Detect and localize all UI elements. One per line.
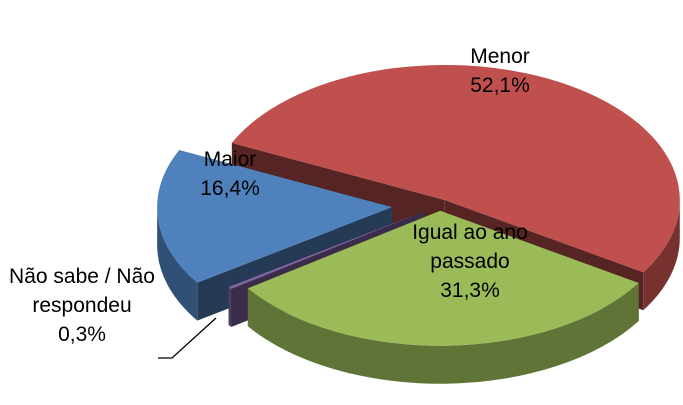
slice: [231, 64, 680, 273]
category-label: Igual ao ano passado: [412, 221, 528, 273]
slice-label: Menor 52,1%: [440, 42, 560, 100]
slice-side: [247, 283, 639, 384]
value-label: 0,3%: [58, 323, 106, 346]
slice-side: [157, 207, 198, 321]
category-label: Maior: [203, 148, 257, 171]
slice: [228, 211, 424, 290]
slice-label: Não sabe / Não respondeu 0,3%: [2, 262, 162, 349]
slice-label: Maior 16,4%: [170, 145, 290, 203]
slice: [157, 150, 393, 283]
value-label: 31,3%: [440, 279, 500, 302]
category-label: Não sabe / Não respondeu: [9, 265, 155, 317]
value-label: 16,4%: [200, 177, 260, 200]
slice-side: [643, 199, 680, 311]
value-label: 52,1%: [470, 74, 530, 97]
slice-label: Igual ao ano passado 31,3%: [375, 218, 565, 305]
slice: [247, 210, 639, 346]
leader-line: [158, 317, 217, 359]
category-label: Menor: [470, 45, 530, 68]
slice-side: [228, 286, 232, 328]
